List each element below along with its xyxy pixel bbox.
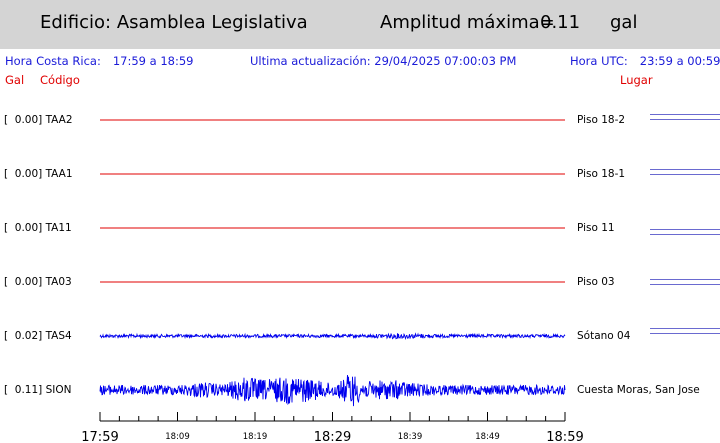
code-column-header: Código [40, 73, 80, 87]
channel-place-taa1: Piso 18-1 [577, 168, 626, 180]
tick-label-1849: 18:49 [475, 432, 500, 442]
channel-label-ta11: [ 0.00] TA11 [4, 222, 72, 234]
legend-mark-1 [650, 114, 720, 120]
channel-place-taa2: Piso 18-2 [577, 114, 626, 126]
channel-label-ta03: [ 0.00] TA03 [4, 276, 72, 288]
gal-column-header: Gal [5, 73, 25, 87]
update-info: Ultima actualización: 29/04/2025 07:00:0… [250, 54, 516, 68]
channel-label-taa2: [ 0.00] TAA2 [4, 114, 73, 126]
tick-label-1859: 18:59 [546, 430, 583, 443]
trace-sion [99, 374, 566, 407]
tick-label-1839: 18:39 [398, 432, 423, 442]
tick-label-1829: 18:29 [314, 430, 351, 443]
title-bar: Edificio: Asamblea Legislativa Amplitud … [0, 0, 720, 49]
amplitude-unit: gal [610, 12, 638, 33]
local-time-info: Hora Costa Rica: 17:59 a 18:59 [5, 54, 193, 68]
local-time-label: Hora Costa Rica: [5, 54, 101, 68]
utc-time-range: 23:59 a 00:59 [639, 54, 720, 68]
building-title: Edificio: Asamblea Legislativa [40, 12, 308, 33]
channel-label-taa1: [ 0.00] TAA1 [4, 168, 73, 180]
update-value: 29/04/2025 07:00:03 PM [374, 54, 517, 68]
legend-mark-5 [650, 328, 720, 334]
channel-place-ta03: Piso 03 [577, 276, 615, 288]
channel-label-sion: [ 0.11] SION [4, 384, 72, 396]
legend-mark-2 [650, 169, 720, 175]
channel-label-tas4: [ 0.02] TAS4 [4, 330, 72, 342]
amplitude-label: Amplitud máxima= [380, 12, 555, 33]
amplitude-value: 0.11 [540, 12, 581, 33]
utc-time-label: Hora UTC: [570, 54, 628, 68]
tick-label-1759: 17:59 [81, 430, 118, 443]
legend-mark-4 [650, 279, 720, 285]
update-label: Ultima actualización: [250, 54, 371, 68]
channel-place-ta11: Piso 11 [577, 222, 615, 234]
tick-label-1809: 18:09 [165, 432, 190, 442]
channel-place-tas4: Sótano 04 [577, 330, 631, 342]
channel-place-sion: Cuesta Moras, San Jose [577, 384, 700, 396]
local-time-range: 17:59 a 18:59 [112, 54, 194, 68]
trace-tas4 [99, 332, 566, 340]
utc-time-info: Hora UTC: 23:59 a 00:59 [570, 54, 720, 68]
tick-label-1819: 18:19 [243, 432, 268, 442]
place-column-header: Lugar [620, 73, 653, 87]
legend-mark-3 [650, 229, 720, 235]
